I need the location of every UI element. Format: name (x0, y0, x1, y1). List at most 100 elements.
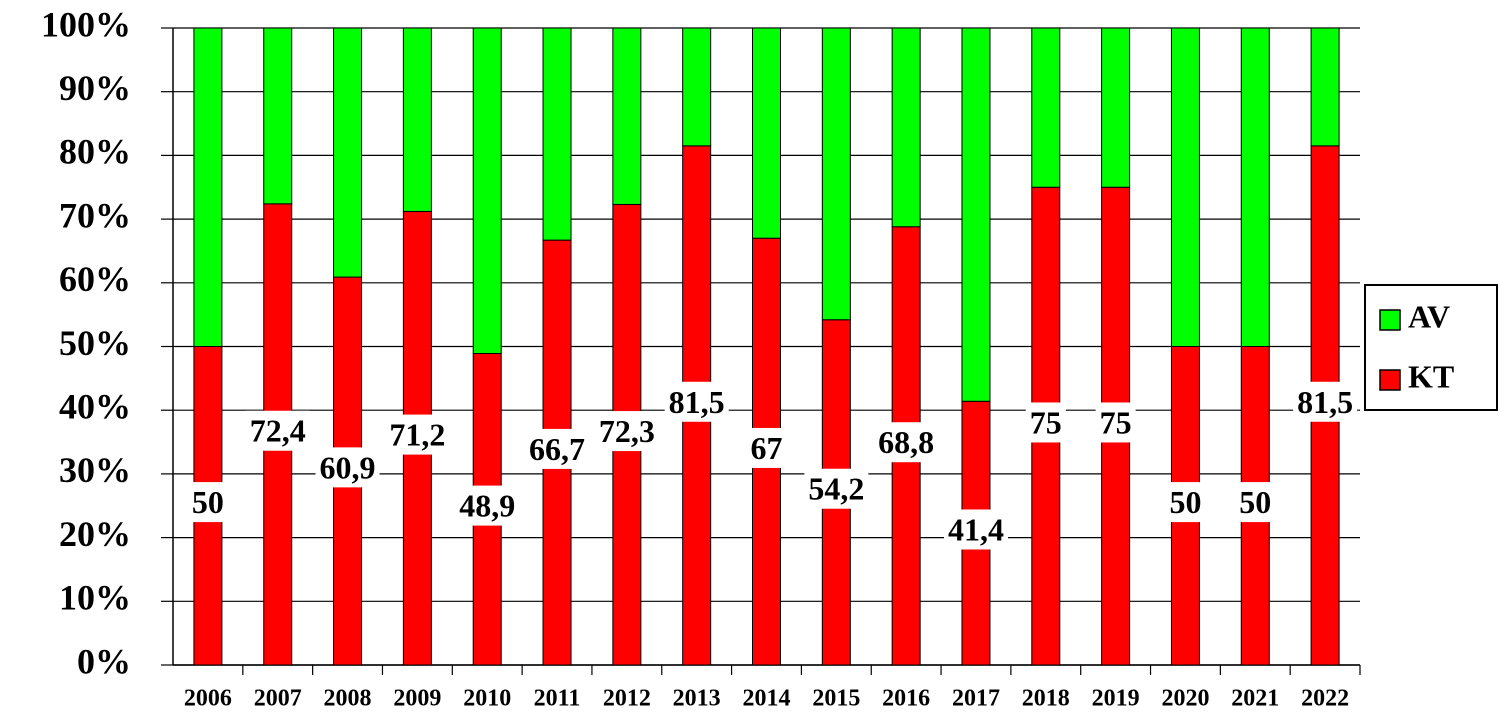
data-label: 75 (1100, 404, 1132, 440)
data-label-group: 50 (1235, 482, 1276, 523)
bar-segment (1310, 27, 1340, 147)
data-label-group: 54,2 (804, 468, 869, 509)
data-label-bg (1025, 402, 1066, 443)
bar-segment (1031, 27, 1061, 188)
data-label-bg (1095, 402, 1136, 443)
data-label-group: 75 (1025, 402, 1066, 443)
data-label-bg (455, 485, 520, 526)
x-tick-label: 2013 (673, 686, 721, 712)
legend-label: KT (1408, 358, 1454, 394)
data-label-group: 72,3 (594, 411, 659, 452)
bar-segment (752, 27, 781, 239)
x-tick-label: 2015 (812, 686, 860, 712)
bar-segment (542, 27, 572, 241)
x-tick-label: 2014 (743, 686, 791, 712)
data-label: 71,2 (389, 417, 445, 453)
data-label-bg (245, 410, 310, 451)
data-label-group: 50 (187, 482, 228, 523)
data-label: 60,9 (320, 449, 376, 485)
legend-label: AV (1408, 298, 1450, 334)
bar-segment (333, 27, 363, 278)
bar-segment (821, 27, 851, 321)
bar-segment (263, 27, 293, 205)
x-tick-label: 2017 (952, 686, 1000, 712)
data-label-group: 81,5 (1293, 381, 1358, 422)
data-label: 48,9 (459, 488, 515, 524)
bar-segment (891, 27, 921, 228)
y-tick-label: 60% (59, 259, 131, 299)
data-label-group: 67 (746, 427, 787, 468)
x-tick-label: 2007 (254, 686, 302, 712)
data-label-group: 48,9 (455, 485, 520, 526)
y-tick-label: 90% (59, 68, 131, 108)
x-tick-label: 2006 (184, 686, 232, 712)
data-label: 75 (1030, 404, 1062, 440)
data-label: 54,2 (808, 471, 864, 507)
legend-swatch (1379, 369, 1401, 391)
x-tick-label: 2021 (1231, 686, 1279, 712)
data-label: 81,5 (1297, 384, 1353, 420)
data-label-bg (315, 447, 380, 488)
data-label-group: 66,7 (525, 428, 590, 469)
bar-segment (1170, 27, 1200, 347)
bar-segment (961, 27, 991, 402)
data-label: 67 (751, 430, 783, 466)
data-label: 81,5 (669, 384, 725, 420)
x-tick-label: 2016 (882, 686, 930, 712)
bar-segment (1240, 27, 1270, 347)
data-label-bg (1165, 482, 1206, 523)
data-label-bg (804, 468, 869, 509)
x-tick-label: 2022 (1301, 686, 1349, 712)
legend-swatch (1379, 309, 1401, 331)
bar-segment (472, 27, 502, 355)
data-label-group: 81,5 (664, 381, 729, 422)
y-tick-label: 80% (59, 132, 131, 172)
data-label: 50 (192, 484, 224, 520)
x-tick-label: 2008 (324, 686, 372, 712)
bar-segment (612, 27, 642, 205)
data-label-bg (664, 381, 729, 422)
data-label-group: 41,4 (943, 509, 1008, 550)
data-label: 66,7 (529, 431, 585, 467)
data-label-bg (874, 422, 939, 463)
data-label-bg (525, 428, 590, 469)
data-label-group: 71,2 (385, 414, 450, 455)
bar-segment (682, 27, 712, 147)
bar-segment (402, 27, 432, 212)
x-tick-label: 2010 (463, 686, 511, 712)
data-label-group: 60,9 (315, 447, 380, 488)
data-label-bg (385, 414, 450, 455)
y-tick-label: 0% (77, 641, 131, 681)
y-tick-label: 10% (59, 578, 131, 618)
data-label: 50 (1239, 484, 1271, 520)
data-label: 41,4 (948, 511, 1004, 547)
y-tick-label: 20% (59, 514, 131, 554)
data-label: 72,3 (599, 413, 655, 449)
y-tick-label: 40% (59, 386, 131, 426)
x-tick-label: 2018 (1022, 686, 1070, 712)
y-tick-label: 70% (59, 195, 131, 235)
x-tick-label: 2011 (534, 686, 581, 712)
data-label-bg (187, 482, 228, 523)
x-tick-label: 2019 (1092, 686, 1140, 712)
data-label-bg (746, 427, 787, 468)
data-label-group: 68,8 (874, 422, 939, 463)
x-tick-label: 2012 (603, 686, 651, 712)
data-label-group: 75 (1095, 402, 1136, 443)
y-tick-label: 50% (59, 323, 131, 363)
data-label-bg (1293, 381, 1358, 422)
data-label: 68,8 (878, 424, 934, 460)
bar-segment (193, 27, 223, 347)
y-tick-label: 30% (59, 450, 131, 490)
x-tick-label: 2020 (1161, 686, 1209, 712)
bar-segment (1101, 27, 1131, 188)
data-label-bg (594, 411, 659, 452)
x-tick-label: 2009 (393, 686, 441, 712)
data-label: 50 (1169, 484, 1201, 520)
data-label: 72,4 (250, 413, 306, 449)
y-tick-label: 100% (41, 4, 131, 44)
data-label-group: 50 (1165, 482, 1206, 523)
data-label-bg (943, 509, 1008, 550)
